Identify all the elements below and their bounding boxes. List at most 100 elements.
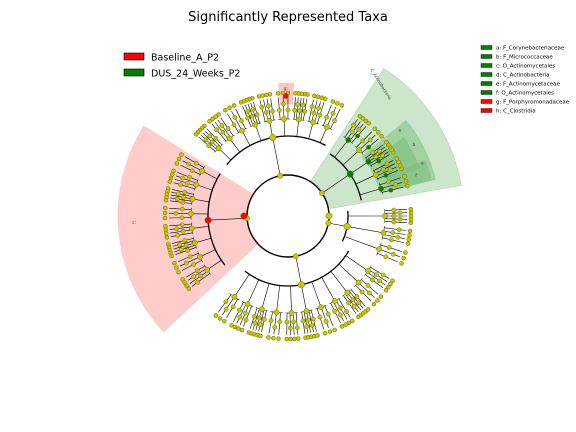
tree-node-44 — [191, 240, 198, 246]
tree-node-24 — [174, 196, 180, 202]
tree-node-65 — [191, 274, 197, 279]
tree-node-182 — [395, 235, 401, 240]
tree-node-70 — [186, 286, 192, 291]
tree-node-175 — [390, 251, 396, 257]
tree-node-307 — [225, 126, 231, 131]
tree-node-116 — [303, 308, 310, 315]
tree-node-314 — [207, 118, 212, 124]
tree-branch — [383, 234, 405, 240]
tree-node-318 — [207, 133, 213, 139]
tree-node-33 — [179, 215, 185, 221]
tree-branch — [179, 256, 201, 267]
tree-branch — [359, 188, 382, 196]
tree-branch — [171, 191, 194, 197]
taxa-swatch-a — [480, 45, 493, 50]
tree-branch — [243, 305, 252, 327]
tree-node-45 — [182, 238, 188, 243]
tree-node-288 — [252, 121, 259, 128]
tree-node-39 — [163, 227, 169, 233]
tree-node-300 — [239, 118, 244, 124]
tree-node-130 — [323, 318, 329, 324]
tree-branch — [384, 212, 407, 214]
tree-node-316 — [213, 135, 219, 141]
tree-node-73 — [231, 293, 238, 300]
tree-node-110 — [287, 325, 293, 331]
tree-node-322 — [203, 137, 209, 143]
tree-node-16 — [167, 179, 173, 184]
tree-node-278 — [275, 91, 281, 96]
tree-node-81 — [237, 307, 242, 313]
taxa-swatch-g — [480, 99, 493, 104]
tree-branch — [187, 268, 207, 281]
tree-node-313 — [214, 127, 219, 133]
tree-node-159 — [365, 283, 371, 288]
tree-node-108 — [284, 319, 290, 325]
tree-node-250 — [324, 114, 329, 120]
figure-title: Significantly Represented Taxa — [188, 10, 388, 25]
tree-node-273 — [285, 107, 291, 113]
taxa-label-e: e: F_Actinomycetaceae — [496, 82, 560, 88]
tree-branch — [295, 256, 302, 285]
tree-node-153 — [365, 307, 371, 312]
tree-node-261 — [295, 116, 302, 123]
tree-branch — [250, 102, 258, 124]
tree-branch — [282, 97, 285, 120]
tree-node-189 — [391, 219, 397, 225]
tree-node-249 — [335, 101, 340, 106]
tree-node-198 — [408, 206, 414, 212]
tree-node-240 — [360, 116, 366, 121]
tree-branch — [330, 271, 348, 293]
tree-node-242 — [357, 113, 363, 119]
tree-node-212 — [380, 167, 386, 172]
tree-node-32 — [162, 210, 168, 216]
tree-node-245 — [324, 124, 330, 131]
taxa-swatch-c — [480, 63, 493, 68]
tree-branch — [369, 151, 389, 165]
tree-node-41 — [164, 231, 169, 236]
tree-node-117 — [300, 318, 306, 324]
tree-branch — [182, 160, 203, 172]
tree-node-29 — [179, 206, 185, 212]
tree-node-286 — [259, 104, 265, 110]
tree-node-113 — [292, 336, 297, 342]
tree-node-60 — [191, 262, 197, 267]
tree-node-185 — [407, 232, 412, 238]
tree-branch — [308, 310, 314, 333]
tree-node-8 — [193, 181, 200, 188]
tree-node-105 — [277, 319, 283, 325]
tree-branch — [308, 99, 314, 122]
tree-branch — [384, 218, 407, 220]
tree-node-208 — [383, 172, 389, 178]
tree-node-174 — [399, 261, 404, 266]
tree-node-187 — [407, 228, 413, 234]
tree-node-57 — [172, 260, 177, 266]
tree-node-169 — [390, 278, 395, 284]
tree-branch — [358, 134, 376, 151]
tree-node-5 — [176, 156, 182, 162]
clade-label-a: a — [399, 128, 402, 133]
tree-node-285 — [260, 93, 265, 98]
tree-node-49 — [183, 243, 189, 248]
tree-branch — [169, 212, 192, 214]
tree-node-197 — [391, 207, 397, 213]
tree-node-37 — [163, 223, 168, 229]
tree-node-281 — [267, 92, 273, 97]
tree-node-107 — [288, 310, 295, 316]
tree-node-252 — [310, 119, 316, 126]
tree-node-191 — [397, 216, 403, 222]
taxa-label-b: b: F_Micrococcaceae — [496, 55, 553, 61]
tree-node-238 — [363, 118, 369, 124]
tree-branch — [290, 285, 292, 313]
tree-node-205 — [386, 179, 391, 185]
tree-branch — [273, 312, 277, 335]
tree-node-260 — [312, 93, 317, 99]
tree-node-301 — [231, 103, 237, 108]
tree-node-291 — [250, 107, 256, 113]
tree-branch — [384, 227, 407, 231]
tree-branch — [266, 98, 272, 121]
tree-branch — [373, 160, 394, 171]
tree-node-259 — [309, 104, 315, 109]
tree-node-102 — [266, 335, 271, 340]
tree-node-109 — [284, 336, 290, 342]
tree-node-172 — [376, 246, 383, 253]
